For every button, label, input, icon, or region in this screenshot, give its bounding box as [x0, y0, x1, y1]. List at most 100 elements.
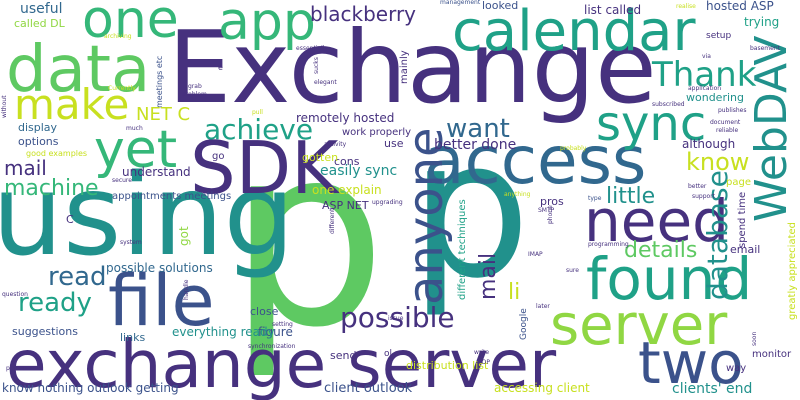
word-close: close	[250, 305, 279, 318]
word-monitor: monitor	[752, 349, 792, 360]
word-archiving: archiving	[104, 33, 132, 40]
word-remotely-hosted: remotely hosted	[296, 111, 395, 125]
word-net-c: NET C	[136, 104, 191, 125]
word-mainly: mainly	[399, 50, 410, 84]
word-although: although	[682, 137, 736, 151]
word-use: use	[384, 137, 404, 150]
word-spend-time: spend time	[737, 191, 748, 248]
word-app: app	[218, 0, 316, 52]
word-accessing-client: accessing client	[494, 381, 590, 395]
word-activity: activity	[324, 141, 347, 148]
word-page: page	[726, 177, 751, 188]
word-pull: pull	[252, 109, 263, 116]
word-elegant: elegant	[314, 79, 337, 86]
word-document: document	[710, 119, 741, 126]
word-figure: figure	[258, 325, 293, 339]
word-gotten: gotten	[302, 151, 339, 164]
word-question: question	[2, 291, 28, 298]
word-later: later	[536, 303, 550, 310]
word-synchronization: synchronization	[248, 343, 296, 350]
word-appointments-meetings: appointments meetings	[112, 191, 232, 202]
word-list-called: list called	[584, 3, 642, 17]
word-trying: trying	[744, 15, 780, 29]
word-pros: pros	[540, 195, 564, 208]
word-found: found	[586, 245, 753, 313]
word-p-large: p	[228, 91, 387, 382]
word-good-examples: good examples	[26, 149, 88, 158]
word-different: different	[329, 208, 336, 234]
word-file: file	[108, 260, 215, 342]
word-sdk: SDK	[190, 126, 339, 210]
word-system: system	[120, 239, 142, 246]
word-email: email	[730, 243, 761, 256]
word-better: better	[688, 183, 707, 190]
word-type: type	[588, 195, 602, 202]
word-subscribed: subscribed	[652, 101, 685, 108]
word-got: got	[177, 226, 191, 246]
word-read: read	[48, 262, 107, 292]
word-searched: mail	[476, 252, 501, 300]
word-cons: cons	[334, 155, 360, 168]
word-realise: realise	[676, 3, 696, 10]
word-sure: sure	[566, 267, 579, 274]
word-one-explain: one explain	[312, 183, 382, 197]
word-way: way	[726, 363, 747, 374]
word-looked: looked	[482, 0, 519, 12]
word-two: two	[638, 329, 744, 397]
word-webdav: WebDAV	[746, 35, 797, 222]
word-go: go	[212, 151, 225, 162]
word-via: via	[702, 53, 711, 60]
word-calendar: calendar	[452, 0, 696, 64]
word-much: much	[126, 125, 143, 132]
word-problem: problem	[182, 91, 207, 98]
word-easily-sync: easily sync	[320, 163, 398, 179]
word-upgrading: upgrading	[372, 199, 403, 206]
word-mail: mail	[4, 156, 47, 180]
word-without: without	[1, 95, 8, 118]
word-programming: programming	[588, 241, 629, 248]
word-options: options	[18, 135, 59, 148]
word-access: access	[424, 122, 647, 199]
word-imap: IMAP	[528, 251, 543, 258]
word-thank: Thank	[652, 55, 757, 95]
word-sucks: sucks	[313, 57, 320, 74]
word-blackberry: blackberry	[310, 2, 417, 26]
word-suggestions: suggestions	[12, 325, 78, 338]
word-setup: setup	[706, 31, 732, 41]
word-distribution-list: distribution list	[406, 359, 489, 372]
word-support: support	[692, 193, 716, 200]
word-write: write	[474, 349, 490, 356]
word-clients-end: clients' end	[672, 381, 753, 397]
word-person: person	[6, 365, 27, 372]
word-smtp: SMTP	[538, 207, 555, 214]
word-data: data	[6, 33, 151, 107]
word-using: using	[0, 151, 295, 281]
word-grab: grab	[188, 83, 202, 90]
word-client-outlook: client outlook	[324, 381, 413, 396]
word-anything: anything	[504, 191, 531, 198]
word-hosted-asp: hosted ASP	[706, 0, 774, 13]
word-reliable: reliable	[716, 127, 739, 134]
word-send: send	[330, 349, 357, 362]
word-work-properly: work properly	[342, 127, 412, 138]
word-need: need	[584, 187, 729, 255]
word-e: e	[218, 63, 223, 72]
word-sync: sync	[596, 96, 707, 152]
word-essentially: essentially	[296, 45, 329, 52]
word-want: want	[446, 114, 510, 144]
word-google: Google	[519, 308, 529, 340]
word-ol: ol	[384, 349, 393, 359]
word-exchange-server: exchange server	[6, 326, 557, 400]
word-know: know	[686, 148, 750, 176]
word-publishes: publishes	[718, 107, 747, 114]
word-called-dl: called DL	[14, 17, 65, 30]
word-machine: machine	[4, 176, 99, 201]
word-li: li	[508, 280, 521, 305]
word-possible-solutions: possible solutions	[106, 261, 213, 275]
word-understand: understand	[122, 165, 191, 179]
word-wondering: wondering	[686, 91, 744, 104]
word-meetings-etc: meetings etc	[155, 55, 164, 108]
word-little: little	[606, 184, 656, 209]
word-yet: yet	[94, 120, 178, 180]
